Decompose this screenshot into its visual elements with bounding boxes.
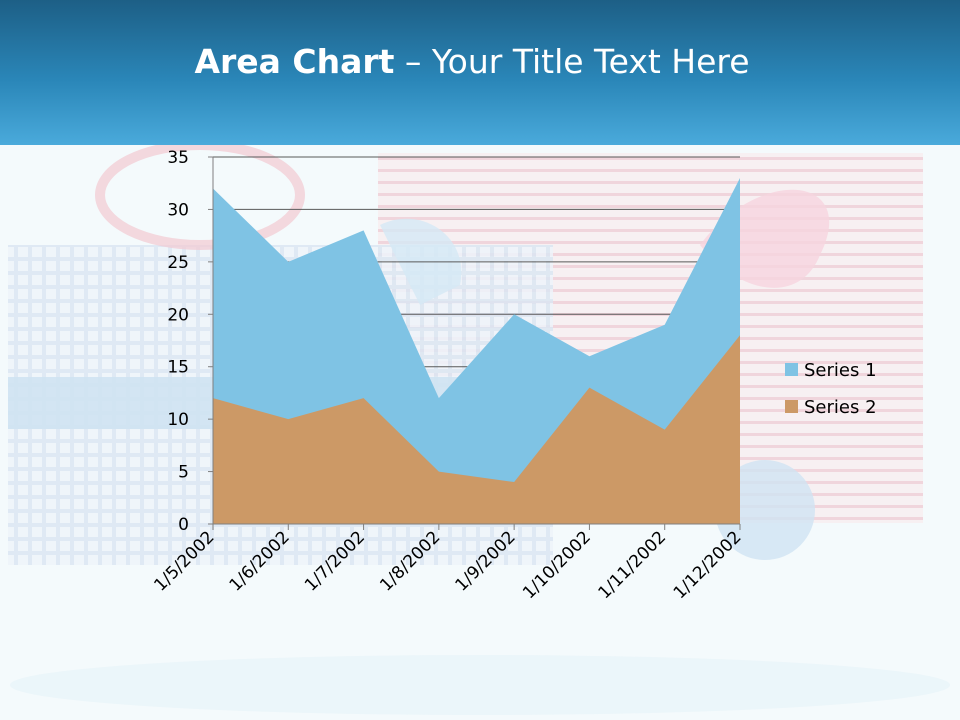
slide-title-rest: – Your Title Text Here	[394, 42, 750, 81]
y-tick-label: 0	[178, 515, 189, 535]
y-tick-label: 5	[178, 463, 189, 483]
x-tick-label: 1/10/2002	[519, 527, 595, 603]
x-tick-label: 1/5/2002	[150, 527, 218, 595]
y-tick-label: 35	[167, 148, 189, 168]
legend-label-series-1: Series 1	[804, 360, 877, 381]
legend-swatch-series-2	[785, 400, 798, 413]
y-tick-label: 25	[167, 253, 189, 273]
slide-title: Area Chart – Your Title Text Here	[0, 38, 944, 86]
slide-title-bold: Area Chart	[194, 42, 395, 81]
x-tick-label: 1/6/2002	[226, 527, 294, 595]
legend-label-series-2: Series 2	[804, 397, 877, 418]
y-tick-label: 15	[167, 358, 189, 378]
x-tick-label: 1/7/2002	[301, 527, 369, 595]
pink-pacifier	[95, 145, 305, 250]
title-banner	[0, 0, 960, 145]
x-tick-label: 1/12/2002	[670, 527, 746, 603]
y-tick-label: 30	[167, 200, 189, 220]
x-tick-label: 1/9/2002	[452, 527, 520, 595]
x-tick-label: 1/8/2002	[376, 527, 444, 595]
area-series-2	[213, 335, 740, 524]
legend-swatch-series-1	[785, 363, 798, 376]
y-tick-label: 10	[167, 410, 189, 430]
y-tick-label: 20	[167, 305, 189, 325]
x-tick-label: 1/11/2002	[594, 527, 670, 603]
